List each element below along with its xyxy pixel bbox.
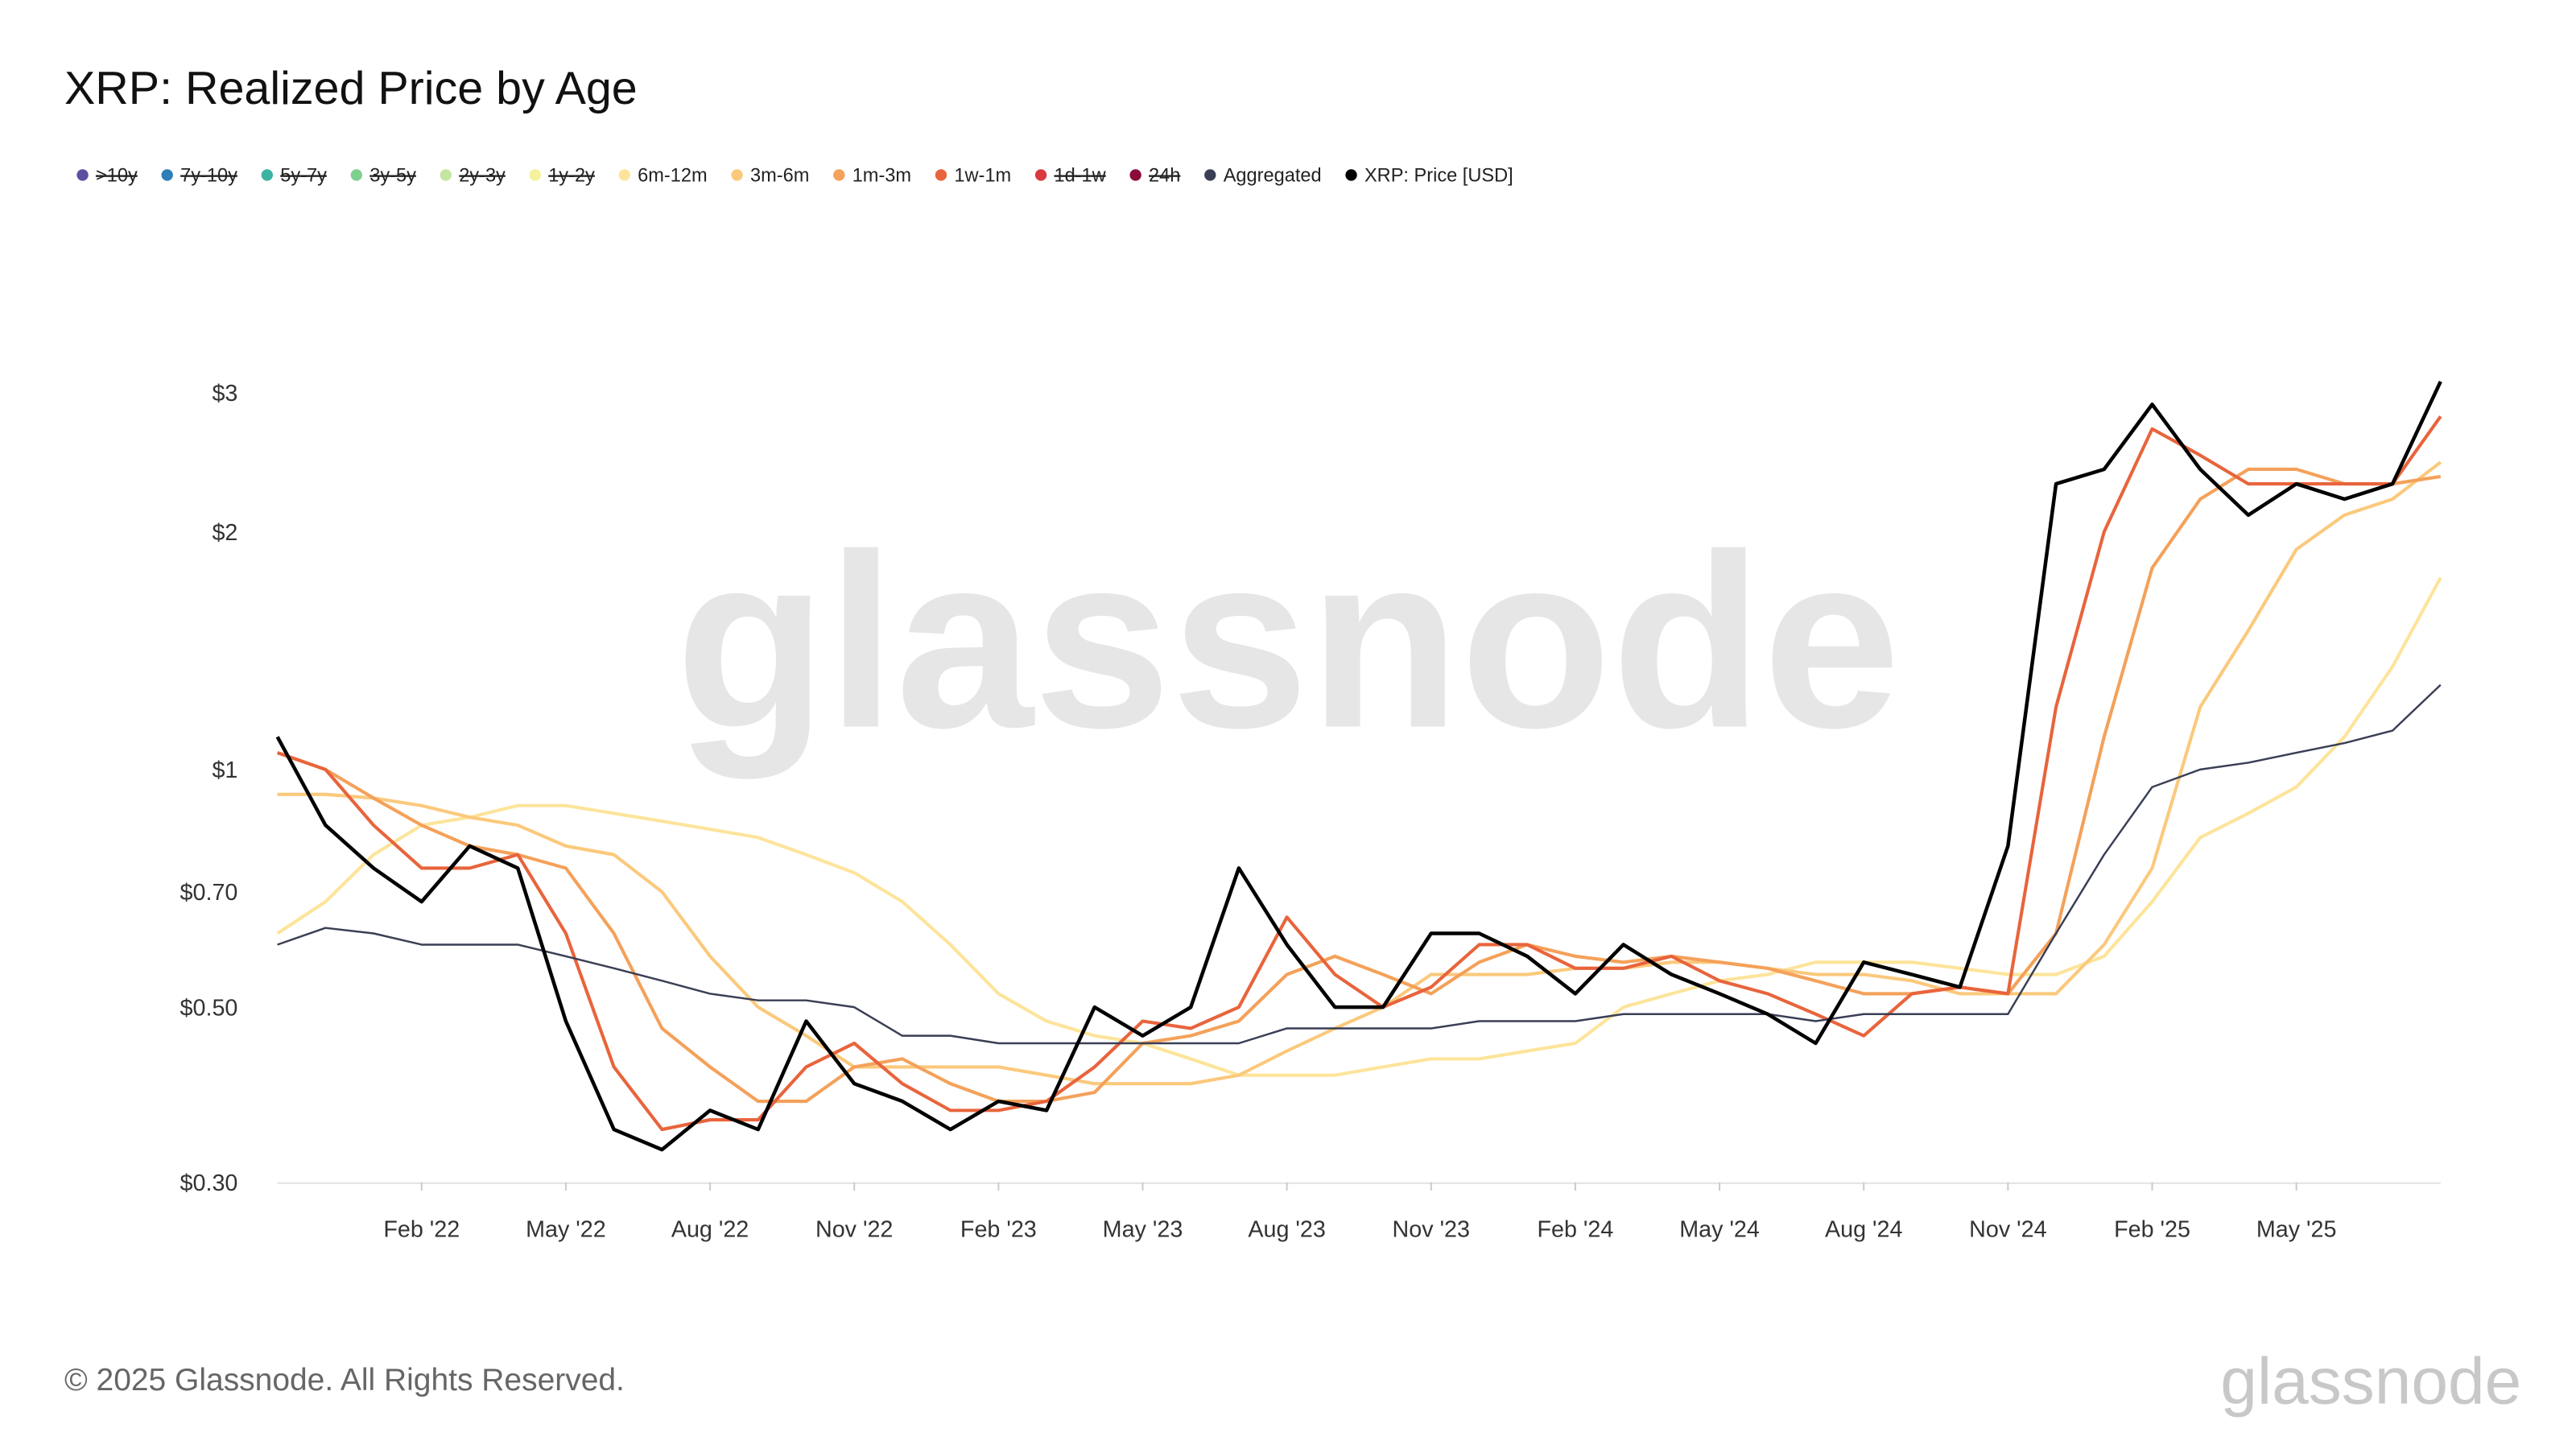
series-line — [276, 576, 2442, 1077]
x-tick-label: May '22 — [526, 1216, 606, 1242]
legend-label: 3m-6m — [750, 165, 809, 186]
legend-item[interactable]: 3m-6m — [731, 165, 809, 186]
legend-label: 6m-12m — [638, 165, 707, 186]
legend-dot — [161, 169, 173, 181]
legend-item[interactable]: >10y — [76, 165, 138, 186]
legend-item[interactable]: XRP: Price [USD] — [1345, 165, 1513, 186]
chart-title: XRP: Realized Price by Age — [64, 63, 638, 114]
legend-dot — [1034, 169, 1047, 181]
legend-label: XRP: Price [USD] — [1364, 165, 1513, 186]
y-tick-label: $0.30 — [180, 1170, 238, 1196]
legend-dot — [440, 169, 452, 181]
x-tick-label: May '25 — [2256, 1216, 2337, 1242]
y-tick-label: $1 — [212, 758, 237, 783]
series-line — [275, 380, 2442, 1152]
x-tick-label: Feb '23 — [960, 1216, 1037, 1242]
legend-item[interactable]: 1m-3m — [833, 165, 911, 186]
series-line — [277, 683, 2442, 1045]
legend-item[interactable]: 7y-10y — [161, 165, 238, 186]
watermark: glassnode — [675, 503, 1901, 781]
legend-label: 5y-7y — [280, 165, 327, 186]
x-tick-label: Aug '23 — [1248, 1216, 1325, 1242]
legend-item[interactable]: Aggregated — [1204, 165, 1322, 186]
legend-label: 1y-2y — [548, 165, 595, 186]
series-line — [276, 415, 2442, 1132]
legend-item[interactable]: 3y-5y — [350, 165, 416, 186]
legend-dot — [76, 169, 89, 181]
y-tick-label: $0.50 — [180, 995, 238, 1021]
legend-item[interactable]: 2y-3y — [440, 165, 506, 186]
y-tick-label: $2 — [212, 520, 237, 546]
legend-dot — [1204, 169, 1216, 181]
legend-label: 1m-3m — [852, 165, 911, 186]
series-line — [276, 467, 2442, 1104]
legend-label: Aggregated — [1224, 165, 1322, 186]
legend-label: >10y — [96, 165, 138, 186]
x-tick-label: Nov '24 — [1969, 1216, 2046, 1242]
x-tick-label: Feb '25 — [2114, 1216, 2190, 1242]
y-tick-label: $0.70 — [180, 880, 238, 906]
legend-item[interactable]: 1y-2y — [529, 165, 595, 186]
x-tick-label: May '24 — [1679, 1216, 1760, 1242]
legend-dot — [731, 169, 743, 181]
x-tick-label: Nov '22 — [815, 1216, 893, 1242]
x-tick-label: May '23 — [1103, 1216, 1183, 1242]
series-line — [277, 460, 2442, 1086]
copyright: © 2025 Glassnode. All Rights Reserved. — [64, 1363, 625, 1397]
legend-dot — [1129, 169, 1141, 181]
legend-label: 7y-10y — [180, 165, 237, 186]
legend-item[interactable]: 1w-1m — [935, 165, 1011, 186]
legend-dot — [618, 169, 630, 181]
legend-dot — [935, 169, 947, 181]
legend-label: 1d-1w — [1054, 165, 1106, 186]
legend-item[interactable]: 24h — [1129, 165, 1180, 186]
legend-dot — [529, 169, 541, 181]
legend-dot — [261, 169, 273, 181]
legend-item[interactable]: 5y-7y — [261, 165, 327, 186]
x-tick-label: Feb '24 — [1538, 1216, 1614, 1242]
legend-item[interactable]: 6m-12m — [618, 165, 708, 186]
legend-label: 2y-3y — [459, 165, 506, 186]
legend-dot — [1345, 169, 1357, 181]
x-tick-label: Nov '23 — [1393, 1216, 1470, 1242]
x-tick-label: Feb '22 — [383, 1216, 460, 1242]
legend-item[interactable]: 1d-1w — [1034, 165, 1107, 186]
legend-label: 3y-5y — [369, 165, 416, 186]
y-tick-label: $3 — [212, 381, 237, 407]
legend-label: 24h — [1149, 165, 1180, 186]
logo: glassnode — [2220, 1345, 2521, 1418]
legend-dot — [350, 169, 362, 181]
x-tick-label: Aug '22 — [671, 1216, 749, 1242]
legend-dot — [833, 169, 845, 181]
legend-label: 1w-1m — [954, 165, 1011, 186]
x-tick-label: Aug '24 — [1825, 1216, 1902, 1242]
